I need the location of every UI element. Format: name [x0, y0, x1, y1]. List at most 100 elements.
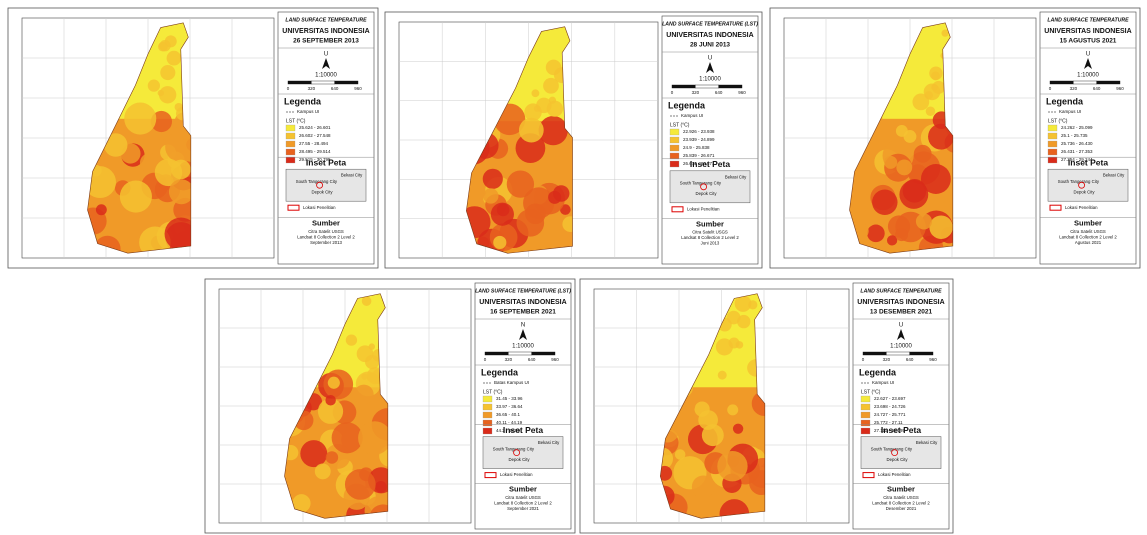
lst-patch — [362, 296, 372, 306]
class-swatch — [483, 428, 492, 434]
class-swatch — [286, 133, 295, 139]
scale-text: 1:10000 — [315, 73, 337, 79]
source-line: Juni 2013 — [701, 240, 720, 245]
inset-legend-label: Lokasi Penelitian — [1065, 205, 1098, 210]
lst-patch — [748, 300, 757, 309]
legend-title: Legenda — [1046, 96, 1084, 106]
lst-patch — [354, 385, 374, 405]
scale-segment — [311, 81, 334, 84]
source-line: September 2021 — [507, 506, 539, 511]
lst-patch — [332, 422, 363, 453]
lst-patch — [925, 91, 933, 99]
source-line: Landsat 8 Collection 2 Level 2 — [297, 234, 355, 239]
lst-patch — [929, 67, 942, 80]
class-swatch — [483, 412, 492, 418]
map-collage: LAND SURFACE TEMPERATURE UNIVERSITAS INDO… — [0, 0, 1147, 535]
scale-segment — [672, 85, 695, 88]
inset-title: Inset Peta — [306, 157, 346, 167]
scale-label: 320 — [505, 357, 513, 362]
source-line: Landsat 8 Collection 2 Level 2 — [1059, 234, 1117, 239]
lst-patch — [752, 428, 763, 439]
class-swatch — [1048, 133, 1057, 139]
campus-label: Kampus UI — [297, 109, 319, 114]
scale-label: 640 — [528, 357, 536, 362]
class-swatch — [483, 404, 492, 410]
scale-label: 640 — [331, 86, 339, 91]
source-line: September 2013 — [310, 240, 342, 245]
lst-patch — [534, 169, 549, 184]
inset-label: Bekasi City — [341, 173, 363, 178]
map-sheet: LAND SURFACE TEMPERATURE UNIVERSITAS INDO… — [580, 279, 953, 533]
scale-label: 960 — [551, 357, 559, 362]
institution: UNIVERSITAS INDONESIA — [282, 28, 369, 35]
inset-label: Depok City — [886, 457, 908, 462]
scale-label: 320 — [1070, 86, 1078, 91]
class-swatch — [670, 161, 679, 167]
class-swatch — [483, 396, 492, 402]
map-title: LAND SURFACE TEMPERATURE — [860, 288, 942, 294]
lst-patch — [904, 130, 917, 143]
campus-label: Kampus UI — [681, 113, 703, 118]
lst-patch — [916, 213, 932, 229]
class-label: 23.698 - 24.726 — [874, 404, 906, 409]
map-date: 16 SEPTEMBER 2021 — [490, 309, 556, 316]
map-sheet: LAND SURFACE TEMPERATURE UNIVERSITAS INDO… — [8, 8, 378, 268]
inset-title: Inset Peta — [1068, 157, 1108, 167]
lst-label: LST (°C) — [861, 389, 881, 395]
lst-patch — [914, 145, 932, 163]
lst-patch — [169, 179, 194, 204]
scale-segment — [508, 352, 531, 355]
source-line: Desember 2021 — [886, 506, 917, 511]
class-label: 22.926 - 23.938 — [683, 129, 715, 134]
class-swatch — [861, 428, 870, 434]
source-title: Sumber — [312, 219, 340, 228]
lst-patch — [519, 118, 544, 143]
lst-patch — [718, 371, 727, 380]
lst-patch — [531, 89, 539, 97]
lst-patch — [328, 377, 340, 389]
institution: UNIVERSITAS INDONESIA — [857, 299, 944, 306]
source-line: Agustus 2021 — [1075, 240, 1102, 245]
lst-patch — [96, 204, 107, 215]
scale-segment — [695, 85, 718, 88]
lst-patch — [491, 203, 514, 226]
lst-patch — [120, 180, 152, 212]
lst-patch — [361, 374, 367, 380]
scale-label: 640 — [906, 357, 914, 362]
lst-patch — [167, 51, 182, 66]
inset-legend-label: Lokasi Penelitian — [303, 205, 336, 210]
class-swatch — [1048, 141, 1057, 147]
class-swatch — [670, 129, 679, 135]
lst-patch — [548, 191, 561, 204]
class-swatch — [670, 137, 679, 143]
class-swatch — [1048, 125, 1057, 131]
scale-label: 320 — [883, 357, 891, 362]
source-line: Landsat 8 Collection 2 Level 2 — [494, 500, 552, 505]
class-label: 33.97 - 36.64 — [496, 404, 523, 409]
scale-label: 960 — [929, 357, 937, 362]
class-label: 24.9 - 25.838 — [683, 145, 710, 150]
lst-patch — [547, 101, 563, 117]
lst-patch — [160, 65, 175, 80]
class-swatch — [286, 125, 295, 131]
source-title: Sumber — [509, 485, 537, 494]
lst-patch — [483, 169, 503, 189]
source-line: Landsat 8 Collection 2 Level 2 — [872, 500, 930, 505]
class-label: 25.736 - 26.430 — [1061, 141, 1093, 146]
lst-patch — [702, 424, 724, 446]
institution: UNIVERSITAS INDONESIA — [666, 32, 753, 39]
lst-patch — [175, 103, 183, 111]
map-title: LAND SURFACE TEMPERATURE — [1047, 17, 1129, 23]
lst-patch — [493, 236, 506, 249]
map-title: LAND SURFACE TEMPERATURE — [285, 17, 367, 23]
scale-segment — [532, 352, 555, 355]
lst-label: LST (°C) — [483, 389, 503, 395]
class-swatch — [861, 396, 870, 402]
inset-label: Depok City — [695, 191, 717, 196]
class-label: 28.495 - 29.514 — [299, 149, 331, 154]
scale-segment — [1097, 81, 1120, 84]
campus-label: Kampus UI — [872, 380, 894, 385]
class-label: 25.1 - 25.735 — [1061, 133, 1088, 138]
inset-label: Bekasi City — [538, 440, 560, 445]
source-line: Citra Satelit USGS — [505, 495, 541, 500]
